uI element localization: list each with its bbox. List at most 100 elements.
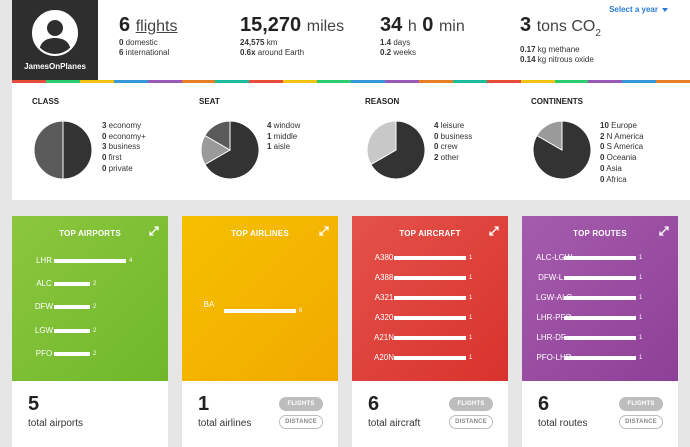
legend-count: 1 [267,131,272,141]
legend-item: 0 private [102,164,146,175]
aircraft-bar-row[interactable]: A21N 1 [352,333,508,343]
airports-bar-row[interactable]: DFW 2 [12,302,168,312]
aircraft-distance-toggle[interactable]: DISTANCE [449,415,493,429]
stripe-segment [283,80,318,83]
routes-distance-toggle[interactable]: DISTANCE [619,415,663,429]
class-pie-slice[interactable] [62,120,93,180]
routes-bar [564,256,636,260]
routes-bar [564,356,636,360]
legend-count: 1 [267,142,272,152]
routes-bar [564,296,636,300]
profile-panel[interactable]: JamesOnPlanes [12,0,98,80]
stripe-segment [656,80,690,83]
legend-count: 10 [600,121,609,130]
routes-bar-value: 1 [639,255,643,261]
legend-count: 3 [102,121,107,130]
routes-bar-value: 1 [639,355,643,361]
co2-unit: tons CO [536,18,596,35]
legend-item: 1 aisle [267,142,300,153]
routes-bar-row[interactable]: LHR-PFO 1 [522,313,678,323]
legend-item: 2 other [434,153,472,164]
chevron-down-icon [662,7,668,12]
stripe-segment [317,80,352,83]
stripe-segment [452,80,487,83]
routes-bar [564,316,636,320]
airlines-bar-value: 6 [299,308,303,314]
aircraft-bar-value: 1 [469,335,473,341]
username: JamesOnPlanes [24,62,86,71]
airports-bar-label: DFW [34,302,54,311]
legend-label: economy [106,121,142,130]
reason-legend: 4 leisure 0 business 0 crew 2 other [434,121,472,164]
stripe-segment [384,80,419,83]
hours-unit: h [407,18,417,35]
expand-icon[interactable] [489,226,499,236]
aircraft-bar [394,296,466,300]
aircraft-bar-row[interactable]: A20N 1 [352,353,508,363]
reason-pie-slice[interactable] [366,120,397,166]
stats-header: JamesOnPlanes 6 flights 0 domestic 6 int… [12,0,690,80]
stripe-segment [622,80,657,83]
aircraft-chart-area: TOP AIRCRAFT A380 1 A388 1 A321 1 A320 1 A21N 1 A20… [352,216,508,381]
airports-bar-row[interactable]: LHR 4 [12,256,168,266]
seat-pie-slice[interactable] [204,120,260,180]
aircraft-bar-value: 1 [469,315,473,321]
routes-flights-toggle[interactable]: FLIGHTS [619,397,663,411]
routes-bar-row[interactable]: LHR-DF... 1 [522,333,678,343]
avatar[interactable] [32,10,78,56]
miles-value: 15,270 [240,14,302,36]
legend-count: 0 [600,142,605,152]
airlines-bar-row[interactable]: BA 6 [182,300,338,316]
aircraft-bar [394,256,466,260]
expand-icon[interactable] [319,226,329,236]
km-value: 24,575 [240,38,265,47]
airports-bar-value: 4 [129,258,133,264]
continents-pie-slice[interactable] [536,120,563,151]
reason-breakdown: REASON 4 leisure 0 business 0 crew 2 other [365,97,472,180]
airlines-flights-toggle[interactable]: FLIGHTS [279,397,323,411]
co2-stat: 3 tons CO2 0.17 kg methane 0.14 kg nitro… [520,14,601,65]
legend-item: 4 leisure [434,121,472,132]
legend-count: 0 [600,153,605,163]
reason-pie-slice[interactable] [370,120,426,180]
airports-total-label: total airports [28,418,84,429]
co2-subscript: 2 [595,28,601,39]
airlines-distance-toggle[interactable]: DISTANCE [279,415,323,429]
continents-pie-chart [532,120,592,180]
aircraft-bar-row[interactable]: A388 1 [352,273,508,283]
airlines-card-title: TOP AIRLINES [231,229,289,238]
stripe-segment [486,80,521,83]
seat-pie-slice[interactable] [204,120,231,151]
stripe-segment [12,80,46,83]
routes-bar-value: 1 [639,315,643,321]
card-aircraft: TOP AIRCRAFT A380 1 A388 1 A321 1 A320 1 A21N 1 A20… [352,216,508,447]
select-year-dropdown[interactable]: Select a year [609,5,668,14]
co2-value: 3 [520,14,532,36]
expand-icon[interactable] [149,226,159,236]
routes-card-title: TOP ROUTES [573,229,627,238]
aircraft-bar-row[interactable]: A321 1 [352,293,508,303]
routes-bar-row[interactable]: LGW-ALC 1 [522,293,678,303]
flights-link[interactable]: flights [135,18,178,35]
aircraft-bar-row[interactable]: A380 1 [352,253,508,263]
routes-bar-row[interactable]: PFO-LHR 1 [522,353,678,363]
class-pie-slice[interactable] [33,120,64,180]
legend-count: 0 [102,163,107,173]
stripe-segment [147,80,182,83]
class-legend: 3 economy 0 economy+ 3 business 0 first 0 pr… [102,121,146,175]
aircraft-bar-row[interactable]: A320 1 [352,313,508,323]
legend-count: 2 [434,153,439,163]
aircraft-flights-toggle[interactable]: FLIGHTS [449,397,493,411]
legend-label: window [271,121,301,130]
routes-bar-row[interactable]: ALC-LGW 1 [522,253,678,263]
expand-icon[interactable] [659,226,669,236]
aircraft-bar-label: A21N [373,333,394,342]
aircraft-bar [394,316,466,320]
routes-bar-row[interactable]: DFW-L... 1 [522,273,678,283]
airports-bar-row[interactable]: LGW 2 [12,326,168,336]
nitrous-value: 0.14 [520,55,536,64]
airports-bar-row[interactable]: ALC 2 [12,279,168,289]
airports-bar-row[interactable]: PFO 2 [12,349,168,359]
airports-bar-value: 2 [93,351,97,357]
seat-pie-chart [200,120,260,180]
